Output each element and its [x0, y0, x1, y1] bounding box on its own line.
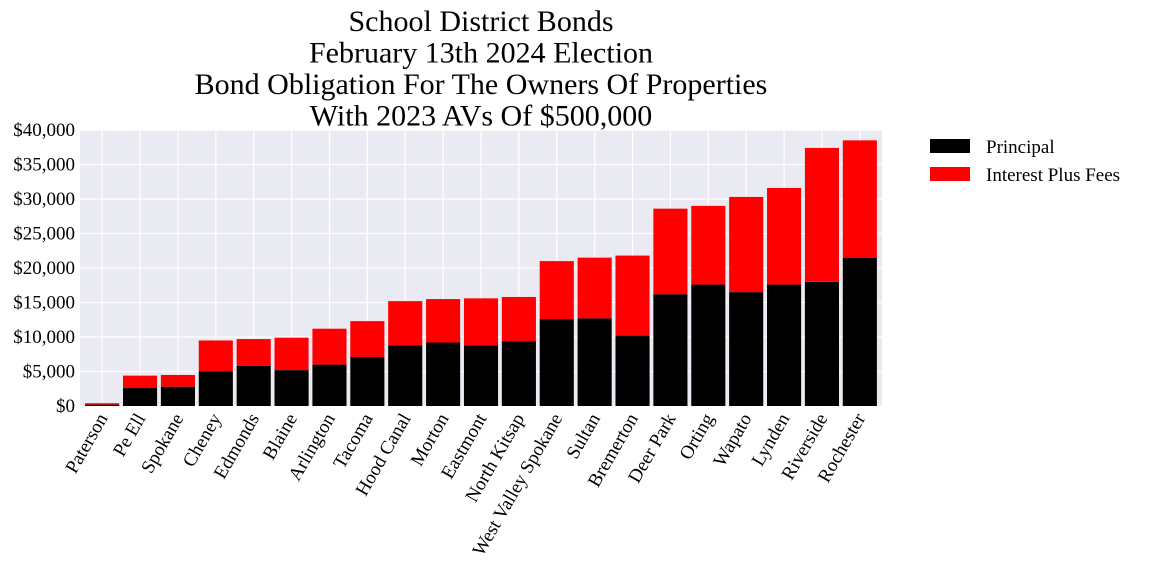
- bar-principal: [729, 292, 764, 406]
- bar-interest-plus-fees: [426, 299, 461, 343]
- legend-swatch: [930, 139, 970, 153]
- bar-principal: [615, 335, 650, 406]
- bar-interest-plus-fees: [463, 298, 499, 346]
- bar-interest-plus-fees: [350, 321, 385, 358]
- y-tick-label: $5,000: [23, 362, 75, 383]
- bar-principal: [312, 364, 347, 406]
- y-tick-label: $10,000: [13, 327, 75, 348]
- legend-label: Interest Plus Fees: [986, 165, 1120, 186]
- bar-interest-plus-fees: [615, 255, 650, 336]
- bar-principal: [804, 281, 840, 406]
- bar-interest-plus-fees: [160, 374, 195, 387]
- bar-principal: [691, 284, 726, 406]
- y-tick-label: $30,000: [13, 189, 75, 210]
- bar-principal: [274, 370, 309, 406]
- bar-principal: [388, 345, 423, 406]
- bar-interest-plus-fees: [388, 301, 423, 346]
- chart-title-line: With 2023 AVs Of $500,000: [310, 100, 652, 133]
- bar-interest-plus-fees: [804, 147, 840, 282]
- bar-principal: [463, 345, 499, 406]
- bar-principal: [767, 284, 802, 406]
- legend-swatch: [930, 167, 970, 181]
- bar-principal: [350, 357, 385, 406]
- bar-interest-plus-fees: [842, 140, 877, 258]
- bar-interest-plus-fees: [312, 328, 347, 365]
- y-tick-label: $15,000: [13, 293, 75, 314]
- bar-interest-plus-fees: [85, 403, 120, 405]
- bar-interest-plus-fees: [691, 205, 726, 285]
- bar-interest-plus-fees: [122, 375, 158, 389]
- bar-principal: [539, 319, 574, 406]
- bar-interest-plus-fees: [236, 339, 271, 366]
- bar-principal: [653, 294, 688, 406]
- x-tick-label: Paterson: [62, 410, 113, 478]
- bar-principal: [577, 318, 612, 406]
- bar-interest-plus-fees: [274, 337, 309, 371]
- y-tick-label: $0: [56, 396, 75, 417]
- bar-interest-plus-fees: [653, 208, 688, 295]
- y-tick-label: $35,000: [13, 155, 75, 176]
- bars: [85, 140, 877, 406]
- bar-principal: [160, 386, 195, 406]
- bar-interest-plus-fees: [198, 340, 233, 372]
- chart-title-line: School District Bonds: [348, 5, 613, 38]
- bar-interest-plus-fees: [577, 257, 612, 319]
- bar-interest-plus-fees: [767, 187, 802, 285]
- y-tick-label: $20,000: [13, 258, 75, 279]
- legend-label: Principal: [986, 137, 1055, 158]
- bar-principal: [426, 342, 461, 406]
- y-tick-label: $40,000: [13, 120, 75, 141]
- bar-interest-plus-fees: [539, 261, 574, 320]
- chart-title-line: February 13th 2024 Election: [309, 37, 653, 70]
- bar-principal: [501, 341, 536, 406]
- bar-interest-plus-fees: [501, 296, 536, 342]
- bar-principal: [198, 371, 233, 406]
- x-tick-label: Pe Ell: [109, 410, 150, 460]
- bar-principal: [85, 404, 120, 406]
- y-axis: $0 $5,000 $10,000 $15,000 $20,000 $25,000 $30,…: [13, 120, 75, 417]
- bar-interest-plus-fees: [729, 196, 764, 293]
- y-tick-label: $25,000: [13, 224, 75, 245]
- bar-principal: [122, 388, 158, 406]
- chart-title-line: Bond Obligation For The Owners Of Proper…: [195, 68, 768, 101]
- legend: Principal Interest Plus Fees: [930, 137, 1120, 186]
- bar-principal: [236, 365, 271, 406]
- bar-principal: [842, 257, 877, 406]
